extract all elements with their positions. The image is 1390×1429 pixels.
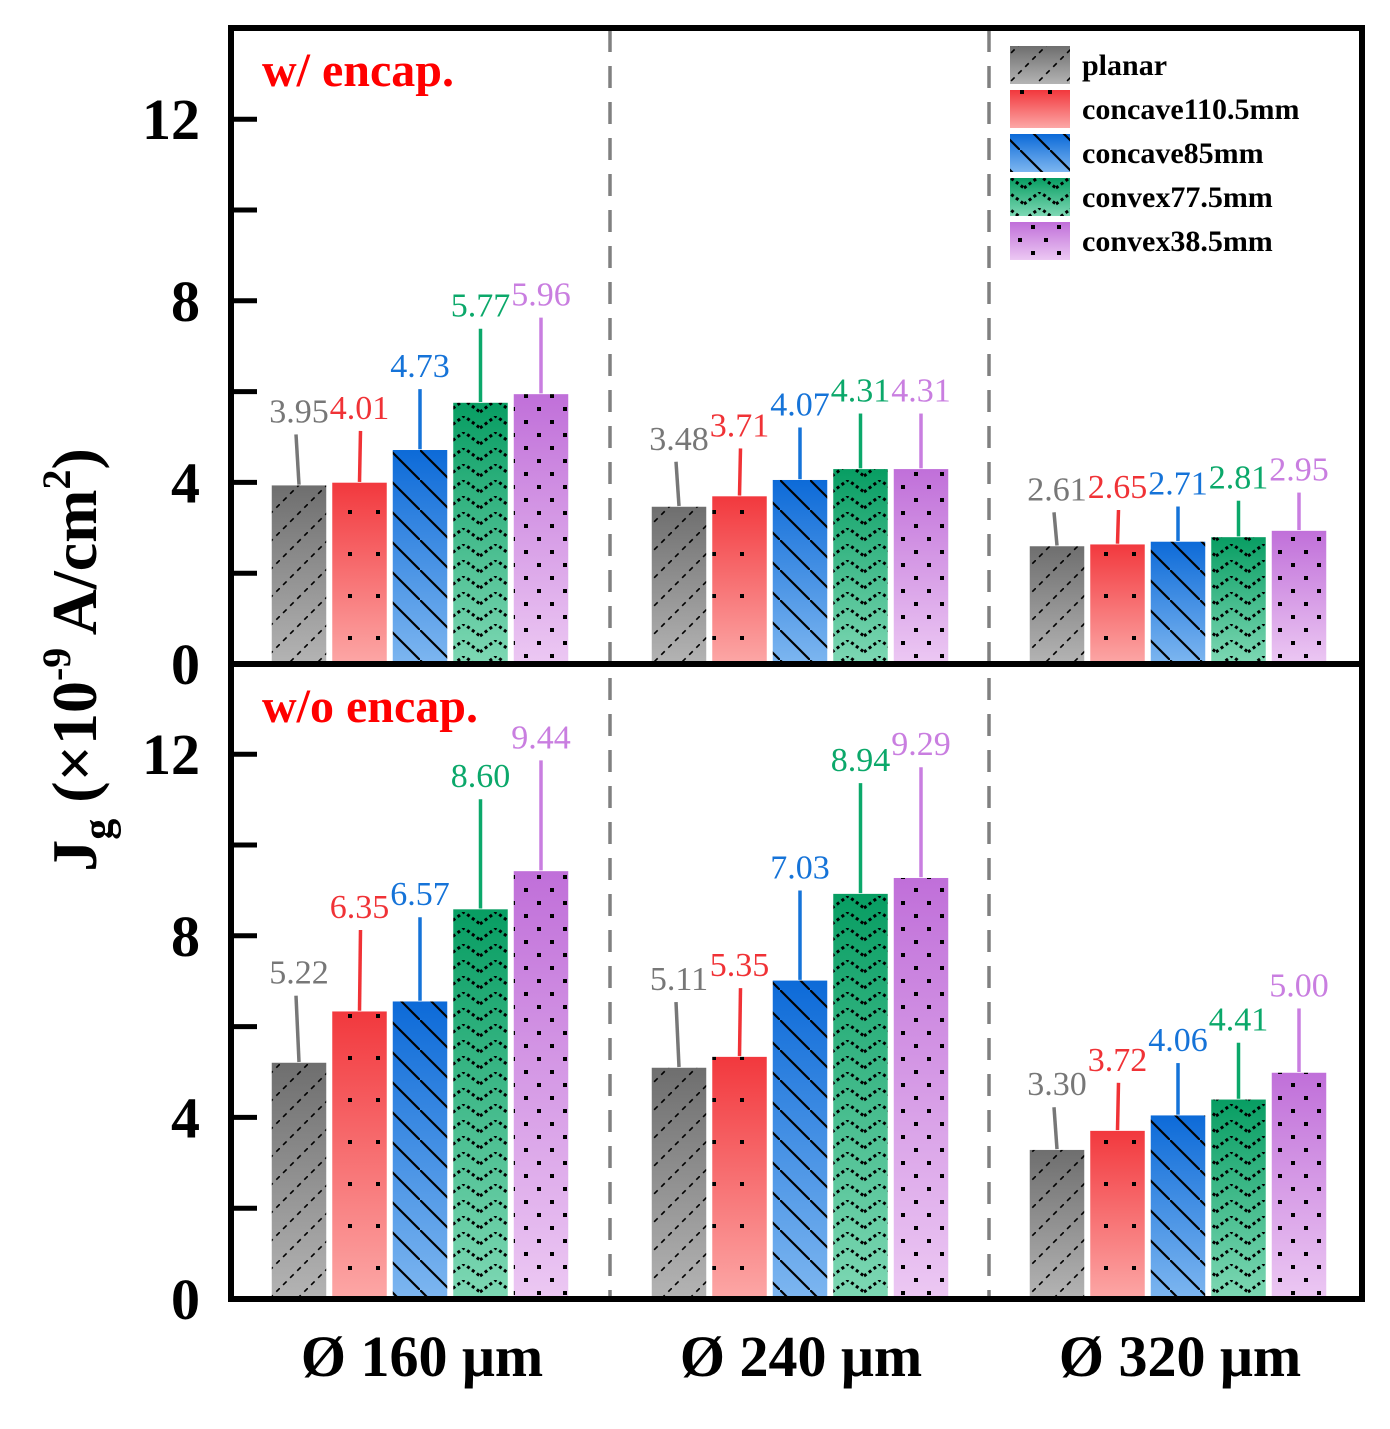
error-bar	[1052, 512, 1059, 546]
y-tick-label: 8	[171, 269, 200, 334]
bar-pattern	[1209, 535, 1268, 665]
bar-pattern	[710, 494, 769, 665]
bar-pattern	[330, 1009, 389, 1300]
data-label: 5.35	[710, 947, 770, 984]
data-label: 4.31	[891, 373, 951, 410]
bar-pattern	[1149, 540, 1207, 665]
bar-pattern	[330, 481, 389, 665]
data-label: 8.60	[451, 758, 511, 795]
bar-pattern	[831, 467, 890, 665]
y-tick-label: 0	[171, 1267, 200, 1332]
data-label: 3.30	[1027, 1066, 1087, 1103]
data-label: 2.81	[1209, 460, 1269, 497]
bar-pattern	[771, 478, 829, 665]
data-label: 2.61	[1027, 471, 1087, 508]
data-label: 3.48	[649, 421, 709, 458]
bar-pattern	[1088, 1129, 1147, 1300]
error-bar	[1115, 1082, 1121, 1131]
y-tick-label: 4	[171, 450, 200, 515]
data-label: 5.96	[511, 277, 571, 314]
bar-pattern	[1028, 544, 1086, 665]
category-label: Ø 240 μm	[680, 1324, 922, 1389]
data-label: 5.77	[451, 288, 511, 325]
legend-label: concave85mm	[1082, 137, 1264, 170]
category-label: Ø 320 μm	[1059, 1324, 1301, 1389]
data-label: 4.06	[1148, 1022, 1208, 1059]
error-bar	[1115, 509, 1121, 544]
bar-pattern	[1028, 1148, 1086, 1300]
y-tick-label: 4	[171, 1085, 200, 1150]
data-label: 4.07	[770, 386, 830, 423]
legend-swatch-pattern	[1010, 178, 1070, 216]
error-bar	[674, 461, 681, 507]
bar-pattern	[710, 1055, 769, 1300]
bar-pattern	[451, 907, 510, 1300]
bar-pattern	[270, 483, 328, 665]
bar-pattern	[1270, 1071, 1328, 1300]
bar-pattern	[650, 1066, 708, 1300]
legend-label: planar	[1082, 49, 1167, 82]
data-label: 3.72	[1088, 1042, 1148, 1079]
error-bar	[294, 995, 301, 1063]
data-label: 4.31	[831, 373, 891, 410]
bar-pattern	[270, 1061, 328, 1300]
data-label: 6.57	[390, 876, 450, 913]
data-label: 7.03	[770, 849, 830, 886]
data-label: 5.11	[650, 961, 708, 998]
bar-pattern	[1088, 542, 1147, 665]
bar-pattern	[892, 876, 950, 1300]
y-tick-label: 0	[171, 632, 200, 697]
panel-title: w/o encap.	[262, 680, 478, 733]
data-label: 5.00	[1269, 967, 1329, 1004]
bar-pattern	[831, 892, 890, 1300]
bar-pattern	[771, 979, 829, 1300]
error-bar	[357, 929, 363, 1011]
bar-pattern	[650, 505, 708, 665]
legend-label: convex38.5mm	[1082, 225, 1273, 258]
data-label: 3.71	[710, 407, 770, 444]
bar-pattern	[451, 401, 510, 665]
bar-pattern	[1149, 1113, 1207, 1300]
data-label: 4.73	[390, 348, 450, 385]
legend-label: convex77.5mm	[1082, 181, 1273, 214]
y-tick-label: 12	[142, 722, 200, 787]
legend-label: concave110.5mm	[1082, 93, 1299, 126]
data-label: 9.44	[511, 719, 571, 756]
bar-pattern	[1209, 1098, 1268, 1300]
bar-pattern	[512, 392, 570, 665]
error-bar	[737, 988, 743, 1057]
data-label: 2.65	[1088, 469, 1148, 506]
error-bar	[357, 430, 363, 482]
category-label: Ø 160 μm	[301, 1324, 543, 1389]
error-bar	[294, 434, 301, 485]
legend-swatch-pattern	[1010, 134, 1070, 172]
legend-swatch-pattern	[1010, 222, 1070, 260]
data-label: 2.95	[1269, 452, 1329, 489]
legend-swatch-pattern	[1010, 46, 1070, 84]
data-label: 4.01	[330, 390, 390, 427]
data-label: 6.35	[330, 889, 390, 926]
data-label: 9.29	[891, 726, 951, 763]
bar-pattern	[512, 869, 570, 1300]
data-label: 4.41	[1209, 1002, 1269, 1039]
y-tick-label: 12	[142, 87, 200, 152]
error-bar	[674, 1001, 681, 1068]
error-bar	[1052, 1107, 1059, 1150]
y-tick-label: 8	[171, 904, 200, 969]
legend-swatch-pattern	[1010, 90, 1070, 128]
data-label: 8.94	[831, 742, 891, 779]
bar-pattern	[391, 448, 449, 665]
y-axis-title: Jg (×10-9 A/cm2)	[34, 448, 122, 872]
bar-pattern	[1270, 529, 1328, 665]
data-label: 2.71	[1148, 466, 1208, 503]
error-bar	[737, 448, 743, 496]
panel-title: w/ encap.	[262, 44, 454, 97]
data-label: 3.95	[269, 393, 329, 430]
bar-pattern	[892, 467, 950, 665]
data-label: 5.22	[269, 955, 329, 992]
bar-pattern	[391, 999, 449, 1300]
